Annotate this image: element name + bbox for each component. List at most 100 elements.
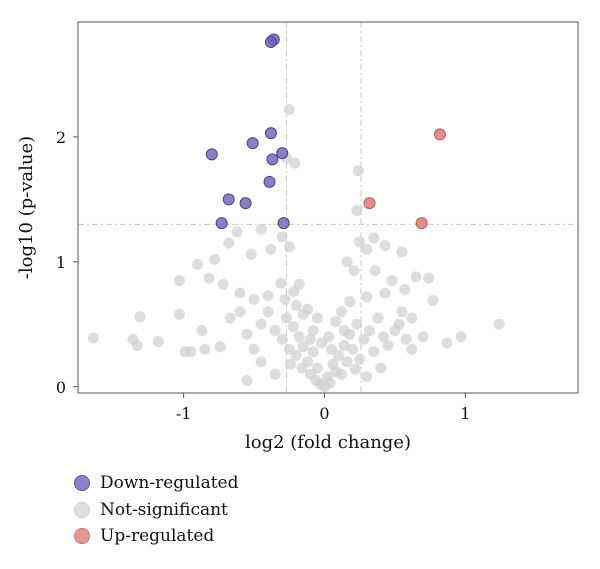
- point-not-significant-47: [134, 311, 146, 323]
- axis-ticks: -1 0 1 0 1 2: [56, 128, 471, 423]
- point-not-significant-10: [245, 248, 257, 260]
- point-not-significant-21: [287, 286, 299, 298]
- point-not-significant-107: [344, 296, 356, 308]
- point-down-regulated-5: [276, 147, 289, 160]
- point-not-significant-82: [335, 368, 347, 380]
- y-tick-label: 1: [56, 253, 66, 272]
- point-down-regulated-9: [239, 197, 252, 210]
- point-not-significant-19: [262, 290, 274, 302]
- point-down-regulated-1: [264, 35, 277, 48]
- point-not-significant-78: [324, 377, 336, 389]
- point-not-significant-72: [307, 346, 319, 358]
- point-not-significant-88: [354, 353, 366, 365]
- legend-item-up: Up-regulated: [74, 523, 238, 550]
- point-not-significant-96: [393, 318, 405, 330]
- point-not-significant-58: [248, 343, 260, 355]
- point-not-significant-16: [217, 278, 229, 290]
- point-not-significant-28: [341, 256, 353, 268]
- point-not-significant-54: [214, 341, 226, 353]
- point-not-significant-83: [338, 340, 350, 352]
- legend-marker-not-significant: [74, 501, 90, 518]
- point-not-significant-7: [276, 231, 288, 243]
- x-tick-label: 1: [460, 404, 470, 423]
- point-not-significant-119: [338, 325, 350, 337]
- point-down-regulated-7: [263, 175, 276, 188]
- point-not-significant-49: [173, 308, 185, 320]
- point-not-significant-87: [351, 318, 363, 330]
- point-not-significant-117: [326, 343, 338, 355]
- point-not-significant-65: [287, 321, 299, 333]
- point-not-significant-32: [410, 271, 422, 283]
- point-not-significant-8: [283, 241, 295, 253]
- plot-frame: [77, 21, 579, 394]
- point-not-significant-74: [311, 362, 323, 374]
- point-not-significant-41: [441, 337, 453, 349]
- point-not-significant-43: [493, 318, 505, 330]
- point-not-significant-66: [290, 350, 302, 362]
- point-not-significant-17: [234, 287, 246, 299]
- legend-marker-up: [74, 528, 90, 545]
- point-down-regulated-2: [205, 148, 218, 161]
- point-not-significant-110: [269, 368, 281, 380]
- point-not-significant-106: [279, 293, 291, 305]
- point-not-significant-116: [316, 337, 328, 349]
- point-not-significant-57: [241, 328, 253, 340]
- point-not-significant-61: [269, 325, 281, 337]
- point-not-significant-9: [265, 243, 277, 255]
- point-not-significant-2: [289, 157, 301, 169]
- point-not-significant-114: [285, 358, 297, 370]
- point-not-significant-51: [185, 346, 197, 358]
- point-down-regulated-10: [215, 217, 228, 230]
- point-not-significant-39: [406, 312, 418, 324]
- point-not-significant-25: [361, 243, 373, 255]
- point-not-significant-63: [280, 312, 292, 324]
- point-not-significant-105: [335, 306, 347, 318]
- y-axis-label: -log10 (p-value): [16, 136, 37, 279]
- point-not-significant-101: [323, 331, 335, 343]
- point-not-significant-109: [375, 362, 387, 374]
- point-not-significant-64: [283, 343, 295, 355]
- point-not-significant-81: [333, 350, 345, 362]
- point-not-significant-100: [311, 312, 323, 324]
- point-not-significant-62: [276, 333, 288, 345]
- point-not-significant-34: [399, 283, 411, 295]
- point-not-significant-20: [275, 277, 287, 289]
- point-not-significant-90: [364, 325, 376, 337]
- point-up-regulated-2: [415, 217, 428, 230]
- point-not-significant-103: [330, 316, 342, 328]
- point-not-significant-4: [351, 205, 363, 217]
- point-not-significant-70: [302, 356, 314, 368]
- point-not-significant-112: [241, 375, 253, 387]
- point-not-significant-60: [262, 306, 274, 318]
- x-tick-label: -1: [176, 404, 192, 423]
- point-not-significant-26: [379, 240, 391, 252]
- point-not-significant-56: [234, 306, 246, 318]
- point-not-significant-86: [347, 343, 359, 355]
- point-not-significant-91: [368, 346, 380, 358]
- point-not-significant-97: [400, 333, 412, 345]
- point-not-significant-44: [87, 332, 99, 344]
- point-not-significant-12: [209, 253, 221, 265]
- point-not-significant-29: [348, 265, 360, 277]
- point-not-significant-22: [293, 278, 305, 290]
- point-not-significant-84: [341, 356, 353, 368]
- point-not-significant-92: [372, 312, 384, 324]
- point-not-significant-38: [396, 306, 408, 318]
- point-not-significant-30: [369, 265, 381, 277]
- point-not-significant-46: [131, 340, 143, 352]
- legend-item-down: Down-regulated: [74, 470, 238, 497]
- point-down-regulated-4: [264, 127, 277, 140]
- legend-label-down: Down-regulated: [100, 473, 239, 494]
- point-not-significant-69: [297, 341, 309, 353]
- point-down-regulated-6: [266, 153, 279, 166]
- point-not-significant-111: [361, 371, 373, 383]
- x-axis-label: log2 (fold change): [245, 432, 411, 453]
- legend-marker-down: [74, 475, 90, 492]
- point-not-significant-27: [396, 246, 408, 258]
- point-not-significant-55: [224, 312, 236, 324]
- point-down-regulated-8: [222, 193, 235, 206]
- point-not-significant-15: [203, 272, 215, 284]
- point-not-significant-108: [255, 356, 267, 368]
- point-not-significant-52: [196, 325, 208, 337]
